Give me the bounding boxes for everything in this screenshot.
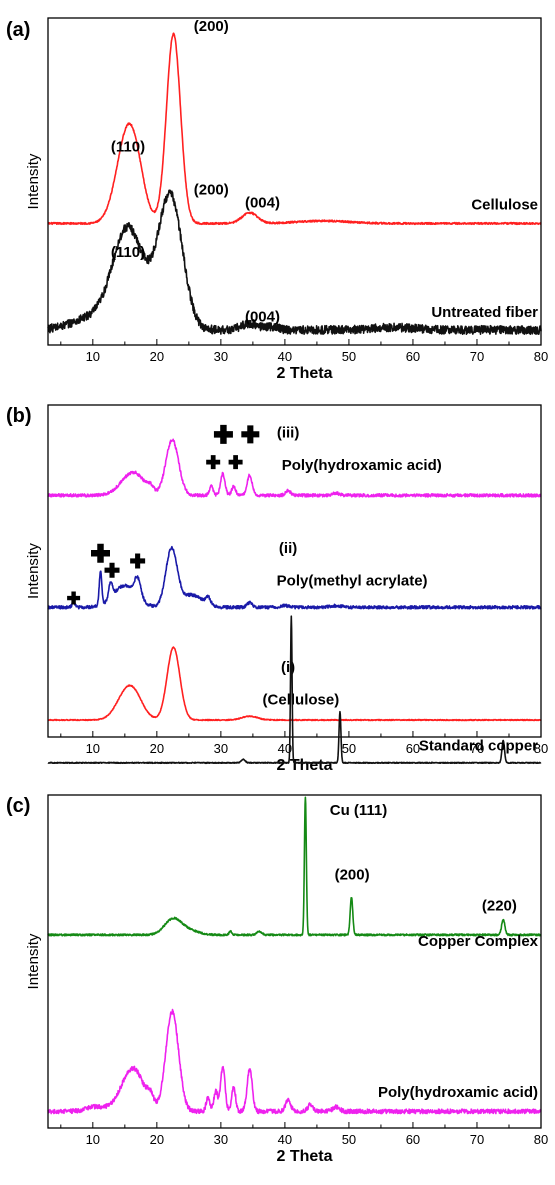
panel-2-axes-frame: [47, 794, 542, 1129]
panel-2-y-axis-label: Intensity: [25, 933, 42, 989]
panel-0-peak-label: (004): [245, 194, 280, 211]
panel-0-peak-label: (200): [194, 181, 229, 198]
panel-1-plus-marker: [130, 553, 146, 569]
panel-2-x-tick-label: 20: [150, 1132, 164, 1147]
panel-0-peak-label: (200): [194, 18, 229, 35]
panel-0-x-tick-label: 50: [342, 349, 356, 364]
panel-0-x-tick-label: 70: [470, 349, 484, 364]
panel-1-series-label: (Cellulose): [263, 692, 340, 709]
panel-1-x-tick-label: 70: [470, 741, 484, 756]
panel-1-series-label: Poly(hydroxamic acid): [282, 457, 442, 474]
panel-0-series-untreated-fiber: [47, 189, 542, 336]
panel-0-axes-frame: [47, 17, 542, 346]
panel-1-series-label: (i): [281, 659, 295, 676]
panel-b-title: (b): [6, 405, 32, 427]
panel-2-series-poly-hydroxamic-acid: [47, 1008, 542, 1115]
panel-0-series-label-untreated-fiber: Untreated fiber: [431, 304, 538, 321]
panel-0-x-tick-label: 60: [406, 349, 420, 364]
panel-1-x-tick-label: 80: [534, 741, 548, 756]
panel-2-x-tick-label: 40: [278, 1132, 292, 1147]
panel-0-peak-label: (004): [245, 308, 280, 325]
panel-c: 10 20 30 40 50 60 70 80 2 Theta Intensity Cu (111)…: [25, 615, 548, 1165]
panel-2-peak-label: Cu (111): [330, 802, 388, 819]
panel-1-axes-frame: [47, 404, 542, 738]
panel-1-series-label: (ii): [279, 540, 297, 557]
panel-2-x-axis-label: 2 Theta: [276, 1148, 332, 1165]
panel-0-series-label-cellulose: Cellulose: [471, 196, 538, 213]
panel-1-x-tick-label: 50: [342, 741, 356, 756]
panel-a-title: (a): [6, 19, 30, 41]
panel-2-peak-label: (220): [482, 897, 517, 914]
panel-1-x-tick-label: 30: [214, 741, 228, 756]
panel-1-plus-marker: [104, 562, 120, 578]
panel-1-series-label: Poly(methyl acrylate): [277, 573, 428, 590]
panel-1-x-tick-label: 60: [406, 741, 420, 756]
panel-1-plus-marker: [213, 424, 233, 444]
panel-2-series-copper-complex: [47, 796, 542, 937]
panel-0-x-axis-label: 2 Theta: [276, 365, 332, 382]
panel-0-x-tick-label: 20: [150, 349, 164, 364]
panel-0-x-tick-label: 30: [214, 349, 228, 364]
panel-2-x-tick-label: 70: [470, 1132, 484, 1147]
panel-1-plus-marker: [228, 455, 243, 470]
panel-1-series-ii-poly-methyl-acrylate: [47, 545, 542, 610]
panel-2-x-tick-label: 10: [86, 1132, 100, 1147]
panel-2-series-standard-copper: [47, 615, 542, 765]
panel-2-peak-label: (200): [335, 866, 370, 883]
panel-0-peak-label: (110): [111, 244, 145, 261]
panel-1-series-iii-poly-hydroxamic-acid: [47, 438, 542, 498]
panel-0-x-tick-label: 40: [278, 349, 292, 364]
panel-0-y-axis-label: Intensity: [25, 153, 42, 209]
panel-1-x-tick-label: 10: [86, 741, 100, 756]
panel-b: 10 20 30 40 50 60 70 80 2 Theta Intensity (iii) Pol…: [25, 404, 548, 774]
panel-1-plus-marker: [241, 425, 260, 444]
panel-0-peak-label: (110): [111, 138, 145, 155]
panel-1-series-label: (iii): [277, 424, 300, 441]
panel-2-series-label-poly-hydroxamic-acid: Poly(hydroxamic acid): [378, 1084, 538, 1101]
panel-2-x-tick-label: 80: [534, 1132, 548, 1147]
panel-1-plus-marker: [91, 543, 111, 563]
panel-1-x-tick-label: 40: [278, 741, 292, 756]
panel-1-plus-marker: [206, 455, 221, 470]
panel-2-series-label-standard-copper: Standard copper: [419, 738, 538, 755]
panel-2-x-tick-label: 50: [342, 1132, 356, 1147]
panel-1-x-tick-label: 20: [150, 741, 164, 756]
panel-2-x-tick-label: 30: [214, 1132, 228, 1147]
panel-0-x-tick-label: 10: [86, 349, 100, 364]
panel-0-series-cellulose: [47, 32, 542, 226]
panel-1-series-i-cellulose: [47, 646, 542, 722]
panel-0-x-tick-label: 80: [534, 349, 548, 364]
panel-2-x-tick-label: 60: [406, 1132, 420, 1147]
panel-1-y-axis-label: Intensity: [25, 543, 42, 599]
panel-a: 10 20 30 40 50 60 70 80 2 Theta Intensity (110) (20…: [25, 17, 548, 382]
panel-1-x-axis-label: 2 Theta: [276, 757, 332, 774]
panel-2-series-label-copper-complex: Copper Complex: [418, 933, 539, 950]
panel-1-plus-marker: [67, 591, 81, 605]
panel-c-title: (c): [6, 795, 30, 817]
